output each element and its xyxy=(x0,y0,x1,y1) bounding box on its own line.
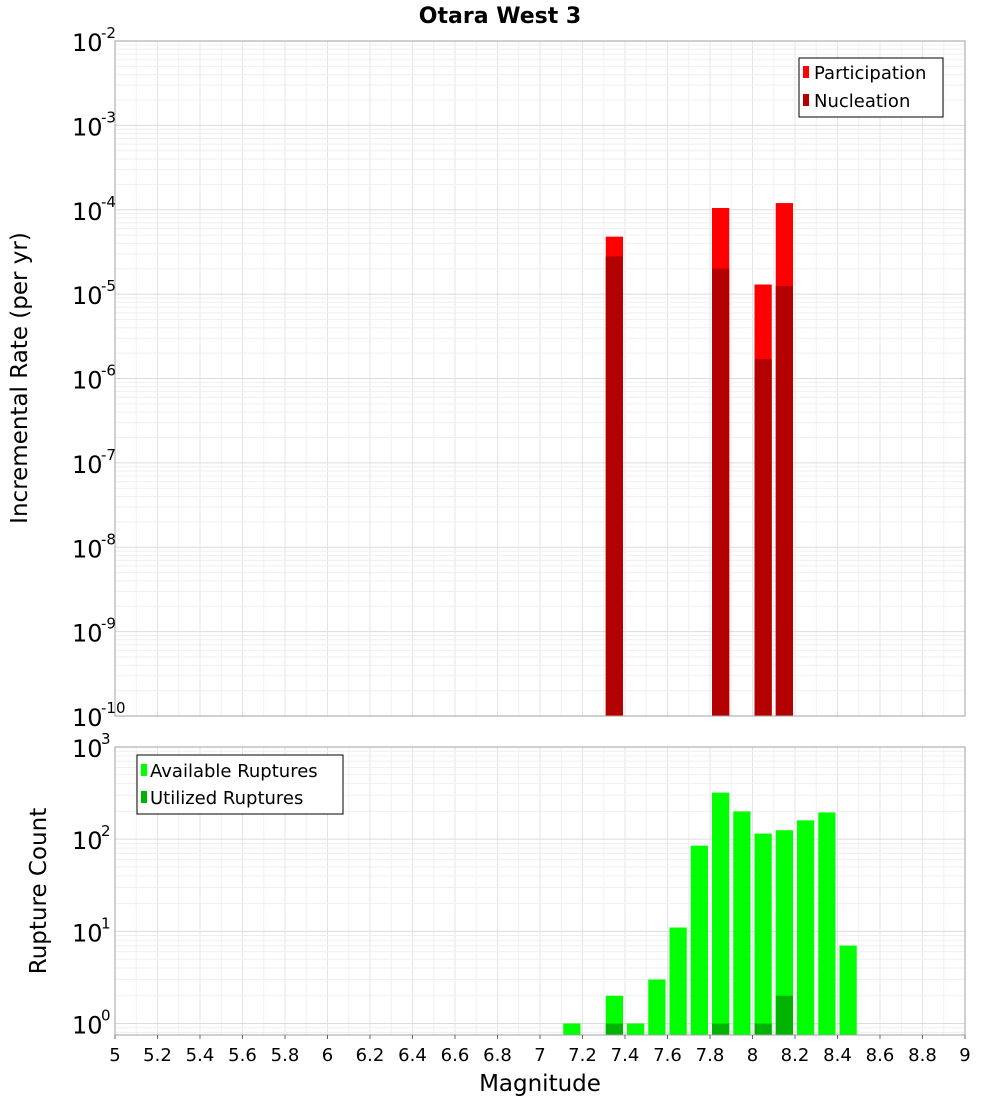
legend-label-available: Available Ruptures xyxy=(150,761,318,782)
y-tick-label: 10 xyxy=(72,451,103,479)
x-tick-label: 6.2 xyxy=(356,1045,385,1066)
count-bars xyxy=(563,792,857,1035)
legend-label-nucleation: Nucleation xyxy=(814,91,910,112)
y-tick-exponent: -6 xyxy=(101,362,116,380)
y-tick-label: 10 xyxy=(72,367,103,395)
y-tick-exponent: -5 xyxy=(101,277,116,295)
y-tick-label: 10 xyxy=(72,735,103,763)
bar-overlay-7-85 xyxy=(712,1023,730,1035)
legend-swatch-available xyxy=(141,764,147,776)
bar-7-15 xyxy=(563,1023,581,1035)
legend-swatch-participation xyxy=(803,66,809,78)
bar-overlay-8-05 xyxy=(754,1023,772,1035)
y-tick-label: 10 xyxy=(72,827,103,855)
x-tick-label: 8.2 xyxy=(781,1045,810,1066)
bar-8-05 xyxy=(754,833,772,1035)
x-tick-label: 7.6 xyxy=(653,1045,682,1066)
chart-title: Otara West 3 xyxy=(419,4,581,29)
legend-label-utilized: Utilized Ruptures xyxy=(150,788,303,809)
bar-7-85 xyxy=(712,792,730,1035)
bar-8-45 xyxy=(839,945,857,1035)
x-tick-label: 6.6 xyxy=(441,1045,470,1066)
x-axis-label: Magnitude xyxy=(479,1071,601,1097)
y-tick-exponent: -10 xyxy=(101,699,126,717)
x-tick-label: 5 xyxy=(109,1045,120,1066)
bar-8-15 xyxy=(775,830,793,1035)
bar-8-25 xyxy=(797,820,815,1035)
x-tick-label: 7 xyxy=(534,1045,545,1066)
y-tick-exponent: -7 xyxy=(101,446,116,464)
rate-grid xyxy=(115,40,965,717)
bar-7-65 xyxy=(669,927,687,1035)
bar-7-75 xyxy=(690,845,708,1035)
rate-panel: 10-210-310-410-510-610-710-810-910-10 In… xyxy=(7,24,966,732)
bar-overlay-8-15 xyxy=(775,995,793,1035)
y-tick-label: 10 xyxy=(72,282,103,310)
bar-overlay-8-15 xyxy=(775,285,793,716)
x-tick-label: 5.2 xyxy=(143,1045,172,1066)
x-tick-label: 6.8 xyxy=(483,1045,512,1066)
y-tick-exponent: -4 xyxy=(101,193,116,211)
bar-overlay-7-35 xyxy=(605,256,623,716)
y-tick-label: 10 xyxy=(72,1011,103,1039)
bar-7-45 xyxy=(627,1023,645,1035)
x-tick-label: 5.4 xyxy=(186,1045,215,1066)
count-legend: Available Ruptures Utilized Ruptures xyxy=(136,754,344,815)
count-legend-box xyxy=(136,754,344,815)
x-tick-label: 5.8 xyxy=(271,1045,300,1066)
y-tick-exponent: -8 xyxy=(101,530,116,548)
rate-bars xyxy=(605,203,793,716)
bar-7-55 xyxy=(648,979,666,1035)
x-tick-label: 8.6 xyxy=(866,1045,895,1066)
y-tick-exponent: -3 xyxy=(101,108,116,126)
x-tick-label: 5.6 xyxy=(228,1045,257,1066)
x-tick-label: 7.2 xyxy=(568,1045,597,1066)
rate-y-ticks: 10-210-310-410-510-610-710-810-910-10 xyxy=(72,24,126,732)
rate-y-axis-label: Incremental Rate (per yr) xyxy=(7,232,33,524)
y-tick-label: 10 xyxy=(72,704,103,732)
x-tick-label: 8.8 xyxy=(908,1045,937,1066)
y-tick-label: 10 xyxy=(72,620,103,648)
x-tick-label: 8 xyxy=(747,1045,758,1066)
y-tick-exponent: -2 xyxy=(101,24,116,42)
x-tick-label: 9 xyxy=(959,1045,970,1066)
y-tick-label: 10 xyxy=(72,919,103,947)
y-tick-label: 10 xyxy=(72,29,103,57)
rate-legend: Participation Nucleation xyxy=(798,57,944,118)
x-tick-label: 6 xyxy=(322,1045,333,1066)
y-tick-exponent: -9 xyxy=(101,615,116,633)
bar-overlay-7-35 xyxy=(605,1023,623,1035)
y-tick-exponent: 3 xyxy=(101,730,111,748)
y-tick-exponent: 2 xyxy=(101,822,111,840)
y-tick-label: 10 xyxy=(72,198,103,226)
legend-swatch-nucleation xyxy=(803,94,809,106)
y-tick-label: 10 xyxy=(72,535,103,563)
x-tick-label: 7.4 xyxy=(611,1045,640,1066)
x-tick-label: 6.4 xyxy=(398,1045,427,1066)
x-tick-labels: 5 5.2 5.4 5.6 5.8 6 6.2 6.4 6.6 6.8 7 7.2 7.4 7.6 7.8 8… xyxy=(109,1035,971,1066)
bar-7-95 xyxy=(733,811,751,1035)
y-tick-exponent: 1 xyxy=(101,914,111,932)
x-tick-label: 8.4 xyxy=(823,1045,852,1066)
rate-legend-box xyxy=(798,57,944,118)
count-y-axis-label: Rupture Count xyxy=(26,808,52,974)
x-tick-label: 7.8 xyxy=(696,1045,725,1066)
bar-overlay-7-85 xyxy=(712,268,730,716)
legend-label-participation: Participation xyxy=(814,63,926,84)
bar-overlay-8-05 xyxy=(754,359,772,716)
legend-swatch-utilized xyxy=(141,791,147,803)
y-tick-label: 10 xyxy=(72,113,103,141)
y-tick-exponent: 0 xyxy=(101,1006,111,1024)
bar-8-35 xyxy=(818,812,836,1035)
rate-plot-frame xyxy=(114,40,966,717)
